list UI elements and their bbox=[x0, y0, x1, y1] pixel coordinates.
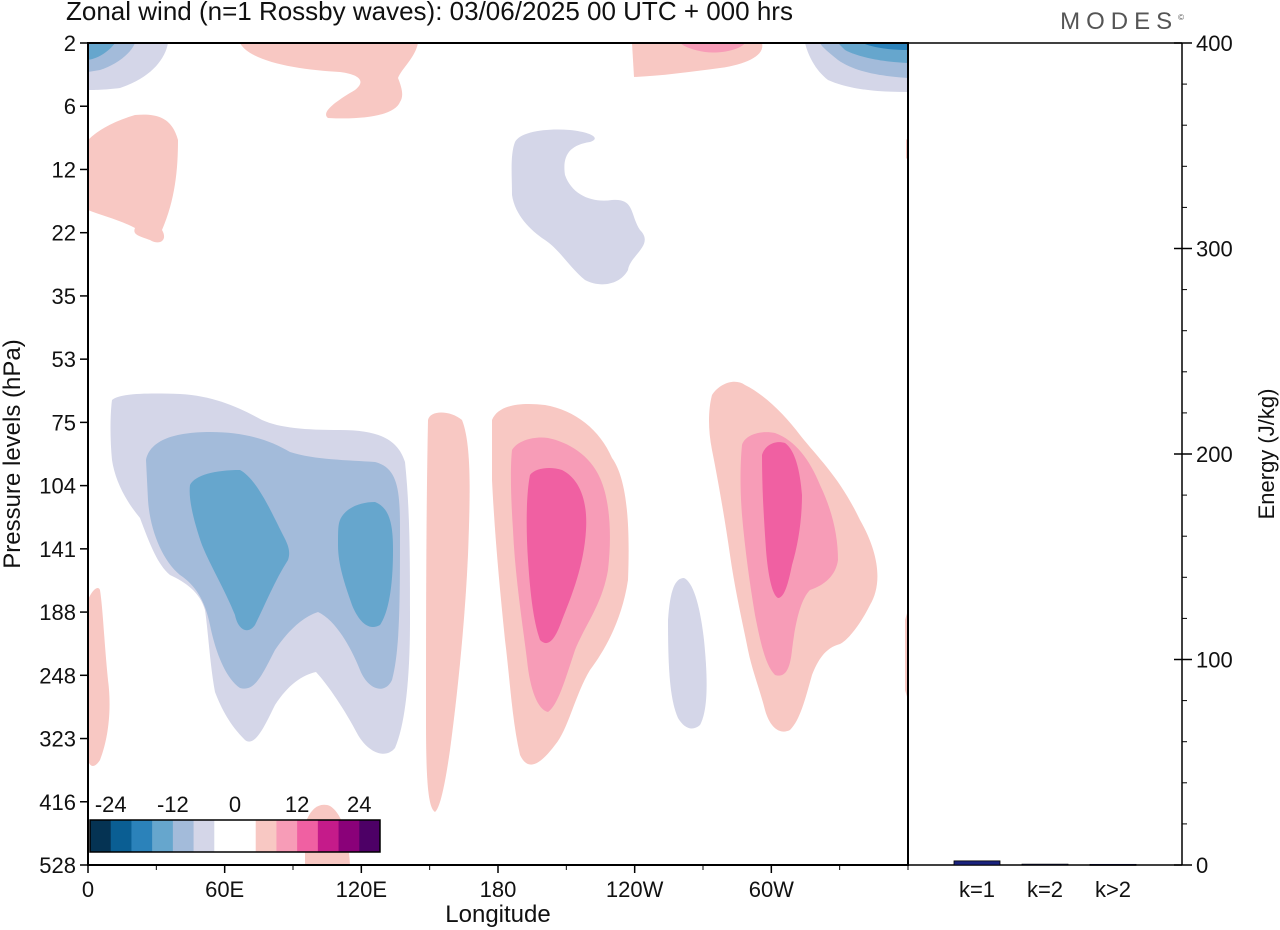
energy-tick-label-0: 0 bbox=[1196, 853, 1208, 878]
colorbar-swatch bbox=[235, 820, 257, 852]
energy-bars: k=1 k=2 k>2 bbox=[953, 860, 1137, 902]
colorbar-label-12: 12 bbox=[285, 792, 309, 817]
colorbar-frame bbox=[89, 819, 381, 853]
contour-top-center-right-2 bbox=[680, 43, 745, 53]
contour-top-center-right-1 bbox=[632, 43, 763, 77]
energy-tick-label-200: 200 bbox=[1196, 442, 1233, 467]
y-tick-label-22: 22 bbox=[52, 221, 76, 246]
colorbar bbox=[89, 819, 381, 853]
brand-logo: MODES© bbox=[1060, 8, 1184, 35]
colorbar-labels: -24 -12 0 12 24 bbox=[95, 792, 372, 817]
x-axis-longitude: 0 60E 120E 180 120W 60W bbox=[82, 865, 909, 902]
energy-bar-label-k>2: k>2 bbox=[1095, 877, 1131, 902]
colorbar-swatch bbox=[214, 820, 236, 852]
y-tick-label-6: 6 bbox=[64, 94, 76, 119]
contour-field bbox=[88, 43, 908, 865]
x-tick-label-120W: 120W bbox=[606, 877, 664, 902]
contour-left-edge bbox=[88, 588, 110, 766]
x-tick-label-120E: 120E bbox=[336, 877, 387, 902]
y-tick-label-12: 12 bbox=[52, 157, 76, 182]
energy-bar-label-k=1: k=1 bbox=[959, 877, 995, 902]
y-tick-label-323: 323 bbox=[39, 727, 76, 752]
colorbar-label--24: -24 bbox=[95, 792, 127, 817]
y-tick-label-416: 416 bbox=[39, 790, 76, 815]
energy-bar-k>2 bbox=[1089, 863, 1137, 866]
colorbar-swatch bbox=[131, 820, 153, 852]
contour-negative-main-4 bbox=[338, 502, 393, 628]
contour-upper-center bbox=[511, 129, 645, 285]
y-tick-label-188: 188 bbox=[39, 600, 76, 625]
contour-positive-column-1 bbox=[426, 412, 470, 812]
y-tick-label-141: 141 bbox=[39, 537, 76, 562]
contour-top-left-3 bbox=[88, 43, 115, 60]
colorbar-label-0: 0 bbox=[229, 792, 241, 817]
contour-top-center-left bbox=[240, 43, 418, 119]
colorbar-swatch bbox=[338, 820, 360, 852]
contour-top-right-4 bbox=[862, 43, 908, 50]
colorbar-label--12: -12 bbox=[157, 792, 189, 817]
contour-negative-column-small bbox=[668, 578, 707, 729]
y-tick-label-2: 2 bbox=[64, 31, 76, 56]
x-tick-label-180: 180 bbox=[480, 877, 517, 902]
energy-bar-label-k=2: k=2 bbox=[1027, 877, 1063, 902]
colorbar-swatch bbox=[276, 820, 298, 852]
energy-bar-k=2 bbox=[1021, 863, 1069, 866]
colorbar-swatch bbox=[110, 820, 132, 852]
energy-axis-label: Energy (J/kg) bbox=[1254, 389, 1279, 520]
colorbar-swatch bbox=[297, 820, 319, 852]
colorbar-label-24: 24 bbox=[347, 792, 371, 817]
y-tick-label-528: 528 bbox=[39, 853, 76, 878]
energy-bar-k=1 bbox=[953, 860, 1001, 866]
y-tick-label-248: 248 bbox=[39, 663, 76, 688]
colorbar-swatch bbox=[317, 820, 340, 852]
colorbar-swatch bbox=[193, 820, 215, 852]
colorbar-swatch bbox=[90, 820, 112, 852]
y-tick-label-35: 35 bbox=[52, 284, 76, 309]
x-tick-label-60E: 60E bbox=[205, 877, 244, 902]
energy-tick-label-100: 100 bbox=[1196, 648, 1233, 673]
y-tick-label-53: 53 bbox=[52, 347, 76, 372]
contour-positive-column-7 bbox=[762, 442, 802, 598]
contour-upper-left bbox=[88, 114, 178, 243]
y-tick-label-75: 75 bbox=[52, 410, 76, 435]
colorbar-swatch bbox=[359, 820, 381, 852]
energy-tick-label-400: 400 bbox=[1196, 31, 1233, 56]
chart-title: Zonal wind (n=1 Rossby waves): 03/06/202… bbox=[66, 0, 793, 26]
x-tick-label-60W: 60W bbox=[749, 877, 794, 902]
y-axis-label: Pressure levels (hPa) bbox=[0, 339, 26, 568]
x-axis-label: Longitude bbox=[445, 901, 550, 928]
colorbar-swatch bbox=[172, 820, 195, 852]
colorbar-swatch bbox=[255, 820, 277, 852]
contour-negative-main-3 bbox=[189, 470, 290, 631]
y-tick-label-104: 104 bbox=[39, 474, 76, 499]
x-tick-label-0: 0 bbox=[82, 877, 94, 902]
y-axis-energy: 0 100 200 300 400 bbox=[1174, 31, 1233, 878]
energy-tick-label-300: 300 bbox=[1196, 237, 1233, 262]
y-axis-pressure: 2 6 12 22 35 53 75 104 141 188 248 323 416 528 bbox=[39, 31, 88, 878]
colorbar-swatch bbox=[152, 820, 174, 852]
contour-positive-column-4 bbox=[526, 467, 587, 644]
